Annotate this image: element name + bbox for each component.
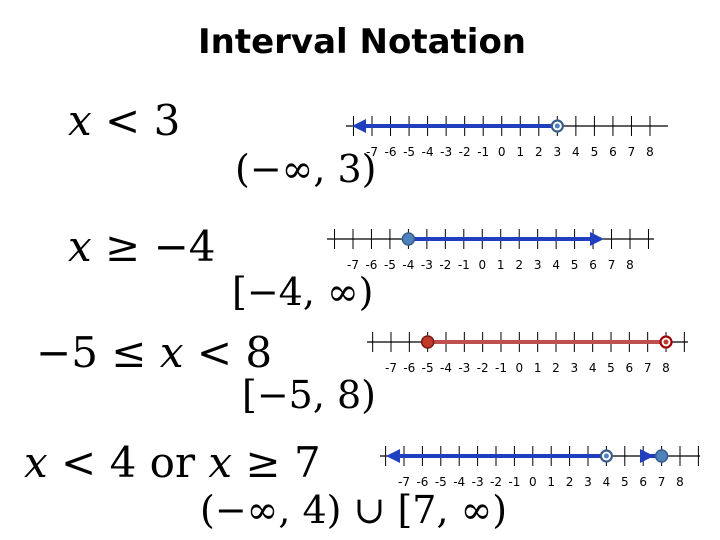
tick-label: 1	[516, 145, 524, 159]
tick-label: -3	[421, 258, 433, 272]
tick-label: -5	[403, 145, 415, 159]
tick-label: -2	[459, 145, 471, 159]
tick-label: -2	[477, 361, 489, 375]
tick-label: -3	[472, 475, 484, 489]
tick-label: 3	[534, 258, 542, 272]
tick-label: -5	[384, 258, 396, 272]
tick-label: 6	[609, 145, 617, 159]
tick-label: 2	[515, 258, 523, 272]
tick-label: -3	[458, 361, 470, 375]
closed-endpoint	[401, 232, 416, 246]
tick-label: 8	[676, 475, 684, 489]
inequality-2: x ≥ −4	[68, 222, 216, 271]
inequality-3: −5 ≤ x < 8	[36, 328, 273, 377]
tick-label: 6	[626, 361, 634, 375]
tick-label: 8	[662, 361, 670, 375]
tick-label: 7	[608, 258, 616, 272]
tick-label: 3	[554, 145, 562, 159]
tick-label: -4	[453, 475, 465, 489]
arrow-left-icon	[352, 119, 366, 133]
closed-endpoint	[654, 449, 669, 463]
interval-notation-2: [−4, ∞)	[232, 270, 374, 314]
tick-label: 4	[572, 145, 580, 159]
open-endpoint-center	[603, 453, 609, 459]
tick-label: -3	[440, 145, 452, 159]
tick-label: 8	[626, 258, 634, 272]
tick-label: 7	[644, 361, 652, 375]
tick-label: 8	[646, 145, 654, 159]
tick-label: 6	[639, 475, 647, 489]
tick-label: 4	[603, 475, 611, 489]
tick-label: 5	[571, 258, 579, 272]
tick-label: -6	[365, 258, 377, 272]
inequality-4: x < 4 or x ≥ 7	[24, 438, 321, 487]
tick-label: 0	[478, 258, 486, 272]
tick-label: -6	[416, 475, 428, 489]
tick-label: 0	[529, 475, 537, 489]
tick-label: -6	[403, 361, 415, 375]
tick-label: 2	[566, 475, 574, 489]
tick-label: -7	[385, 361, 397, 375]
interval-notation-3: [−5, 8)	[242, 373, 377, 417]
tick-label: 5	[607, 361, 615, 375]
tick-label: -7	[347, 258, 359, 272]
tick-label: -2	[439, 258, 451, 272]
tick-label: -1	[495, 361, 507, 375]
tick-label: -7	[398, 475, 410, 489]
tick-label: -4	[440, 361, 452, 375]
tick-label: -1	[477, 145, 489, 159]
interval-notation-1: (−∞, 3)	[235, 147, 377, 191]
tick-label: -4	[422, 145, 434, 159]
inequality-1: x < 3	[68, 96, 181, 145]
tick-label: 7	[628, 145, 636, 159]
tick-label: -5	[435, 475, 447, 489]
tick-label: 0	[516, 361, 524, 375]
interval-notation-4: (−∞, 4) ∪ [7, ∞)	[200, 488, 508, 532]
tick-label: 1	[534, 361, 542, 375]
tick-label: 4	[552, 258, 560, 272]
tick-label: -1	[508, 475, 520, 489]
tick-label: -5	[422, 361, 434, 375]
open-endpoint-center	[663, 339, 669, 345]
tick-label: -2	[490, 475, 502, 489]
tick-label: -6	[385, 145, 397, 159]
tick-label: 1	[497, 258, 505, 272]
tick-label: 2	[535, 145, 543, 159]
tick-label: 6	[589, 258, 597, 272]
tick-label: 5	[621, 475, 629, 489]
arrow-right-icon	[640, 449, 654, 463]
tick-label: -1	[458, 258, 470, 272]
arrow-left-icon	[386, 449, 400, 463]
arrow-right-icon	[590, 232, 604, 246]
tick-label: 7	[658, 475, 666, 489]
open-endpoint-center	[554, 123, 560, 129]
tick-label: 4	[589, 361, 597, 375]
tick-label: 0	[498, 145, 506, 159]
tick-label: 3	[584, 475, 592, 489]
tick-label: 1	[547, 475, 555, 489]
tick-label: -7	[366, 145, 378, 159]
tick-label: 3	[571, 361, 579, 375]
tick-label: 5	[591, 145, 599, 159]
tick-label: 2	[552, 361, 560, 375]
tick-label: -4	[402, 258, 414, 272]
closed-endpoint	[420, 335, 435, 349]
page-title: Interval Notation	[198, 22, 527, 62]
